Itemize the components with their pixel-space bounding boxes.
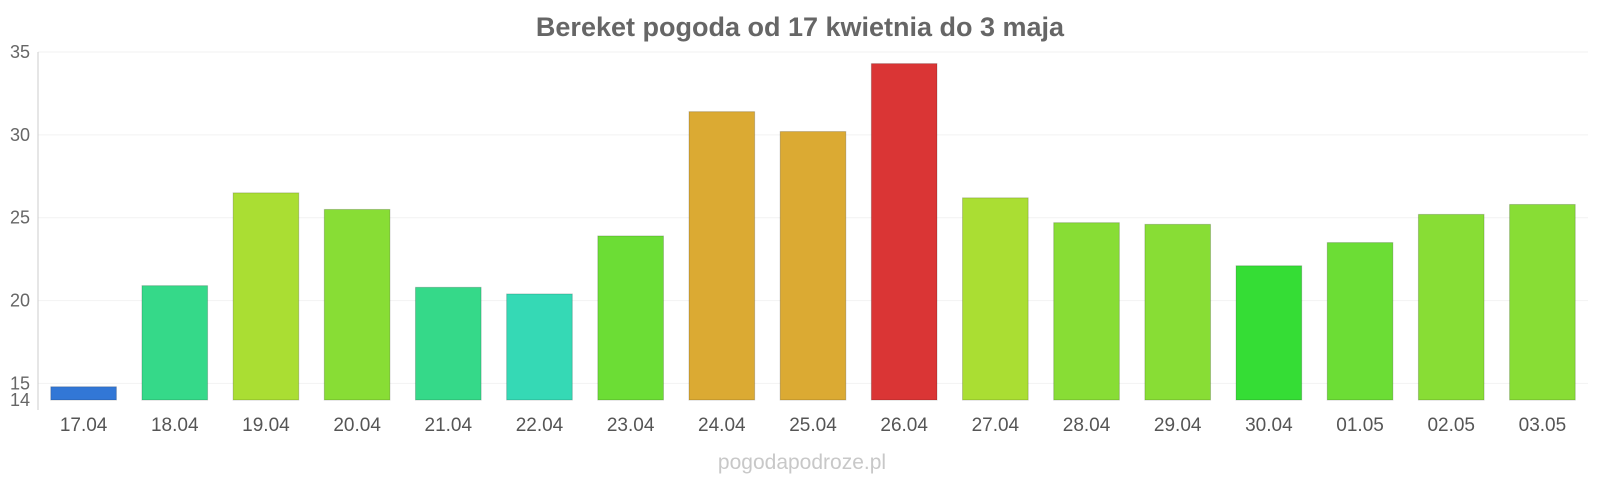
bar-25.04 [779,131,847,401]
bar-19.04 [232,192,300,401]
bar-02.05 [1417,213,1485,401]
watermark: pogodapodroze.pl [718,451,886,474]
chart-title: Bereket pogoda od 17 kwietnia do 3 maja [536,12,1065,42]
bar-20.04 [323,208,391,401]
bar-21.04 [414,286,482,401]
x-tick-label: 18.04 [151,415,199,436]
y-tick-label: 30 [10,125,30,145]
x-tick-label: 26.04 [880,415,928,436]
y-tick-label: 35 [10,42,30,62]
bars [50,63,1576,401]
x-tick-label: 28.04 [1063,415,1111,436]
x-tick-label: 20.04 [333,415,381,436]
bar-17.04 [50,386,117,401]
x-tick-label: 03.05 [1519,415,1567,436]
x-tick-label: 27.04 [972,415,1020,436]
x-tick-label: 22.04 [516,415,564,436]
x-tick-label: 02.05 [1427,415,1475,436]
x-tick-label: 24.04 [698,415,746,436]
x-tick-label: 21.04 [425,415,473,436]
bar-23.04 [597,235,664,401]
bar-22.04 [506,293,573,401]
x-tick-label: 01.05 [1336,415,1384,436]
y-tick-label: 20 [10,291,30,311]
x-tick-label: 25.04 [789,415,837,436]
bar-01.05 [1326,242,1394,401]
y-tick-label: 25 [10,208,30,228]
bar-18.04 [141,285,209,401]
bar-24.04 [688,111,756,401]
bar-29.04 [1144,223,1212,401]
bar-28.04 [1053,222,1120,401]
y-tick-label: 15 [10,373,30,393]
x-tick-label: 29.04 [1154,415,1202,436]
bar-30.04 [1235,265,1303,401]
y-tick-label: 14 [10,390,30,410]
bar-03.05 [1509,203,1576,401]
bar-26.04 [870,63,938,401]
x-tick-label: 30.04 [1245,415,1293,436]
x-tick-label: 17.04 [60,415,108,436]
x-tick-label: 19.04 [242,415,290,436]
x-axis-ticks: 17.04 18.04 19.04 20.04 21.04 22.04 23.04 24.04… [60,415,1566,436]
bar-27.04 [962,197,1029,401]
x-tick-label: 23.04 [607,415,655,436]
